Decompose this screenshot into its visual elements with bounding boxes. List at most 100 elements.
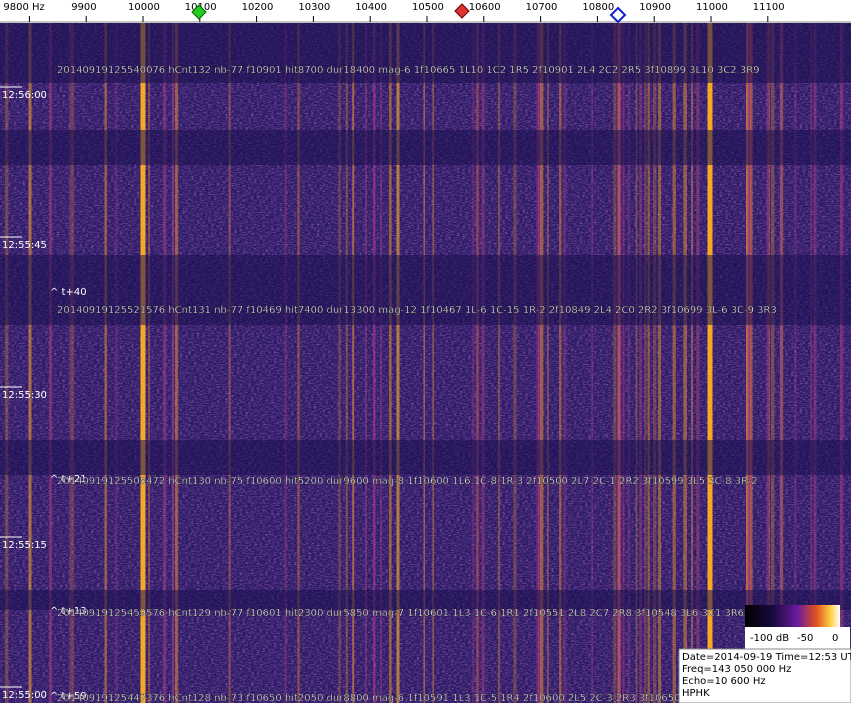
freq-tick-label: 10000 — [128, 2, 160, 13]
streak — [613, 23, 617, 703]
streak — [171, 23, 174, 703]
streak — [475, 23, 479, 703]
colorbar-label-bg — [745, 627, 850, 649]
streak — [476, 23, 480, 703]
streak — [345, 23, 348, 703]
streak — [658, 23, 662, 703]
streak — [481, 23, 485, 703]
streak — [696, 23, 700, 703]
streak — [70, 23, 73, 703]
event-offset: ^ t+59 — [50, 691, 87, 702]
event-text: 20140919125521576 hCnt131 nb-77 f10469 h… — [57, 305, 777, 316]
time-label: 12:56:00 — [2, 90, 47, 101]
marker-green[interactable] — [191, 4, 207, 20]
streak — [746, 23, 749, 703]
streak — [540, 23, 544, 703]
band — [0, 130, 851, 165]
streak-strong — [396, 23, 400, 703]
streak — [647, 23, 650, 703]
streak — [72, 23, 75, 703]
freq-tick-label: 10600 — [469, 2, 501, 13]
streak — [423, 23, 426, 703]
streak — [691, 23, 694, 703]
streak — [780, 23, 784, 703]
event-offset: ^ t+21 — [50, 474, 87, 485]
freq-tick-label: 10800 — [582, 2, 614, 13]
streak — [639, 23, 642, 703]
marker-red[interactable] — [454, 3, 470, 19]
freq-tick-label: 9900 — [71, 2, 96, 13]
streak — [513, 23, 517, 703]
streak — [644, 23, 647, 703]
streak — [622, 23, 625, 703]
streak — [497, 23, 501, 703]
streak — [380, 23, 383, 703]
event-offset: ^ t+40 — [50, 287, 87, 298]
streak — [536, 23, 540, 703]
info-line: Freq=143 050 000 Hz — [682, 664, 791, 675]
streak — [163, 23, 167, 703]
event-offset: ^ t+13 — [50, 606, 87, 617]
streak — [813, 23, 817, 703]
time-label: 12:55:30 — [2, 390, 47, 401]
band — [0, 440, 851, 475]
colorbar-label: -100 dB — [750, 633, 789, 644]
streak — [546, 23, 549, 703]
time-label: 12:55:00 — [2, 690, 47, 701]
streak — [617, 23, 621, 703]
colorbar — [745, 605, 840, 627]
streak — [175, 23, 179, 703]
axis-strip — [0, 0, 851, 22]
streak — [352, 23, 354, 703]
streak — [148, 23, 150, 703]
event-text: 20140919125508472 hCnt130 nb-75 f10600 h… — [57, 476, 758, 487]
streak — [432, 23, 435, 703]
streak — [652, 23, 657, 703]
streak — [537, 23, 541, 703]
event-text: 20140919125459576 hCnt129 nb-77 f10601 h… — [57, 608, 744, 619]
freq-tick-label: 11000 — [696, 2, 728, 13]
streak — [810, 23, 813, 703]
freq-tick-label: 10200 — [242, 2, 274, 13]
streak — [284, 23, 287, 703]
quiet-bands — [0, 23, 851, 610]
streak — [364, 23, 368, 703]
freq-tick-label: 10500 — [412, 2, 444, 13]
freq-tick-label: 10900 — [639, 2, 671, 13]
freq-tick-label: 10700 — [526, 2, 558, 13]
streak-strong — [140, 23, 146, 703]
streak — [372, 23, 376, 703]
streak — [174, 23, 178, 703]
streak — [472, 23, 475, 703]
time-label: 12:55:15 — [2, 540, 47, 551]
colorbar-label: -50 — [797, 633, 813, 644]
streak — [746, 23, 751, 703]
streak — [779, 23, 783, 703]
info-line: Echo=10 600 Hz — [682, 676, 766, 687]
streak-strong — [707, 23, 713, 703]
band — [0, 255, 851, 325]
marker-blue[interactable] — [609, 6, 627, 24]
freq-tick-label: 10300 — [298, 2, 330, 13]
freq-tick-label: 9800 Hz — [3, 2, 44, 13]
streak — [771, 23, 775, 703]
streak — [559, 23, 562, 703]
band — [0, 590, 851, 610]
streak — [683, 23, 687, 703]
info-line: HPHK — [682, 688, 710, 699]
streak — [627, 23, 631, 703]
streak — [228, 23, 231, 703]
streak — [48, 23, 53, 703]
streak — [297, 23, 300, 703]
info-line: Date=2014-09-19 Time=12:53 UTC — [682, 652, 851, 663]
streak — [68, 23, 71, 703]
streak — [563, 23, 567, 703]
streak — [104, 23, 107, 703]
band — [0, 23, 851, 83]
event-text: 20140919125447376 hCnt128 nb-73 f10650 h… — [57, 693, 705, 703]
streak — [114, 23, 118, 703]
streak — [794, 23, 797, 703]
streak — [841, 23, 844, 703]
streak — [766, 23, 769, 703]
streak — [768, 23, 771, 703]
